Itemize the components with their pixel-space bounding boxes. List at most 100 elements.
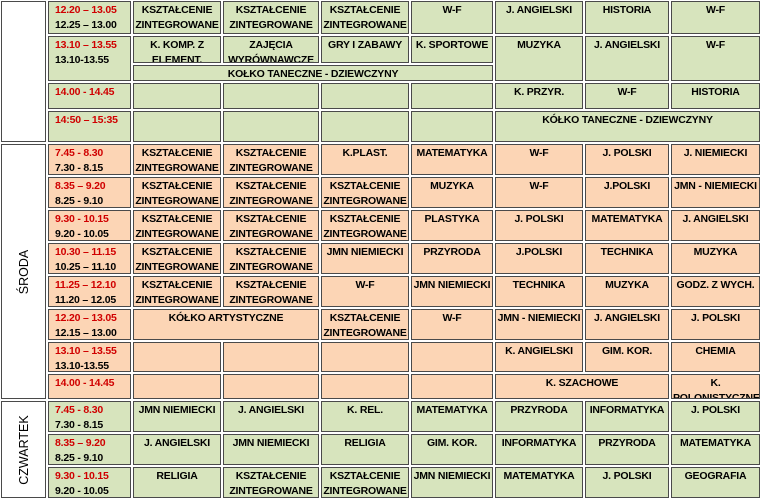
- time-cell: 7.45 - 8.30 7.30 - 8.15: [48, 401, 131, 432]
- empty-cell: [411, 83, 493, 109]
- time-cell: 12.20 – 13.05 12.25 – 13.00: [48, 1, 131, 34]
- lesson-cell: W-F: [495, 177, 583, 208]
- lesson-cell: KSZTAŁCENIE ZINTEGROWANE: [133, 1, 221, 34]
- lesson-cell: KSZTAŁCENIE ZINTEGROWANE: [223, 177, 319, 208]
- lesson-cell: J. ANGIELSKI: [223, 401, 319, 432]
- lesson-cell: JMN NIEMIECKI: [133, 401, 221, 432]
- lesson-cell: GIM. KOR.: [411, 434, 493, 465]
- time-start: 9.30 - 10.15: [55, 470, 109, 482]
- lesson-cell: KÓŁKO ARTYSTYCZNE: [133, 309, 319, 340]
- lesson-cell: J. ANGIELSKI: [585, 309, 669, 340]
- time-cell: 8.35 – 9.20 8.25 - 9.10: [48, 177, 131, 208]
- time-alt: 8.25 - 9.10: [55, 452, 104, 464]
- time-alt: 12.25 – 13.00: [55, 19, 117, 31]
- lesson-cell: GEOGRAFIA: [671, 467, 760, 498]
- time-start: 12.20 – 13.05: [55, 312, 117, 324]
- time-start: 11.25 – 12.10: [55, 279, 117, 291]
- day-cell: [1, 1, 46, 142]
- lesson-cell: ZAJĘCIA WYRÓWNAWCZE: [223, 36, 319, 63]
- time-cell: 13.10 – 13.55 13.10-13.55: [48, 342, 131, 372]
- lesson-cell: TECHNIKA: [585, 243, 669, 274]
- empty-cell: [133, 111, 221, 142]
- lesson-cell: MUZYKA: [585, 276, 669, 307]
- lesson-cell: W-F: [411, 1, 493, 34]
- time-alt: 12.15 – 13.00: [55, 327, 117, 339]
- lesson-cell: HISTORIA: [671, 83, 760, 109]
- lesson-cell: JMN NIEMIECKI: [411, 467, 493, 498]
- lesson-cell: INFORMATYKA: [495, 434, 583, 465]
- lesson-cell: KSZTAŁCENIE ZINTEGROWANE: [321, 1, 409, 34]
- time-alt: 9.20 - 10.05: [55, 485, 109, 497]
- day-label: CZWARTEK: [16, 414, 31, 485]
- empty-cell: [321, 374, 409, 399]
- lesson-cell: W-F: [671, 36, 760, 81]
- lesson-cell: K. KOMP. Z ELEMENT. PROG.: [133, 36, 221, 63]
- lesson-cell: INFORMATYKA: [585, 401, 669, 432]
- lesson-cell: J. ANGIELSKI: [495, 1, 583, 34]
- lesson-cell: K.PLAST.: [321, 144, 409, 175]
- lesson-cell: J. ANGIELSKI: [585, 36, 669, 81]
- lesson-cell: MATEMATYKA: [671, 434, 760, 465]
- lesson-cell: W-F: [671, 1, 760, 34]
- day-cell: ŚRODA: [1, 144, 46, 399]
- time-start: 10.30 – 11.15: [55, 246, 117, 258]
- time-alt: 8.25 - 9.10: [55, 195, 104, 207]
- lesson-cell: J. ANGIELSKI: [671, 210, 760, 241]
- lesson-cell: GIM. KOR.: [585, 342, 669, 372]
- time-cell: 14.00 - 14.45: [48, 83, 131, 109]
- lesson-cell: KSZTAŁCENIE ZINTEGROWANE: [321, 177, 409, 208]
- lesson-cell: RELIGIA: [321, 434, 409, 465]
- time-start: 12.20 – 13.05: [55, 4, 117, 16]
- lesson-cell: J. POLSKI: [585, 467, 669, 498]
- lesson-cell: JMN - NIEMIECKI: [671, 177, 760, 208]
- lesson-cell: K. ANGIELSKI: [495, 342, 583, 372]
- empty-cell: [133, 83, 221, 109]
- time-start: 9.30 - 10.15: [55, 213, 109, 225]
- lesson-cell: KSZTAŁCENIE ZINTEGROWANE: [133, 276, 221, 307]
- lesson-cell: MUZYKA: [495, 36, 583, 81]
- lesson-cell: W-F: [495, 144, 583, 175]
- empty-cell: [321, 342, 409, 372]
- lesson-cell: KSZTAŁCENIE ZINTEGROWANE: [223, 210, 319, 241]
- lesson-cell: MUZYKA: [411, 177, 493, 208]
- time-start: 7.45 - 8.30: [55, 404, 104, 416]
- lesson-cell: GODZ. Z WYCH.: [671, 276, 760, 307]
- lesson-cell: PRZYRODA: [495, 401, 583, 432]
- time-cell: 11.25 – 12.10 11.20 – 12.05: [48, 276, 131, 307]
- lesson-cell: KSZTAŁCENIE ZINTEGROWANE: [223, 467, 319, 498]
- lesson-cell: K. SZACHOWE: [495, 374, 669, 399]
- lesson-cell: PLASTYKA: [411, 210, 493, 241]
- lesson-cell: MUZYKA: [671, 243, 760, 274]
- lesson-cell: J. NIEMIECKI: [671, 144, 760, 175]
- day-cell: CZWARTEK: [1, 401, 46, 498]
- lesson-cell: PRZYRODA: [411, 243, 493, 274]
- time-start: 14:50 – 15:35: [55, 114, 118, 126]
- lesson-cell: J. POLSKI: [585, 144, 669, 175]
- time-start: 14.00 - 14.45: [55, 86, 115, 98]
- lesson-cell: W-F: [321, 276, 409, 307]
- lesson-cell: JMN NIEMIECKI: [321, 243, 409, 274]
- lesson-cell: HISTORIA: [585, 1, 669, 34]
- time-cell: 13.10 – 13.55 13.10-13.55: [48, 36, 131, 81]
- time-alt: 13.10-13.55: [55, 54, 109, 66]
- empty-cell: [411, 342, 493, 372]
- lesson-cell: KSZTAŁCENIE ZINTEGROWANE: [321, 210, 409, 241]
- lesson-cell: KSZTAŁCENIE ZINTEGROWANE: [133, 243, 221, 274]
- time-start: 8.35 – 9.20: [55, 180, 106, 192]
- lesson-cell: KSZTAŁCENIE ZINTEGROWANE: [133, 177, 221, 208]
- time-cell: 8.35 – 9.20 8.25 - 9.10: [48, 434, 131, 465]
- time-alt: 10.25 – 11.10: [55, 261, 117, 273]
- time-cell: 10.30 – 11.15 10.25 – 11.10: [48, 243, 131, 274]
- empty-cell: [223, 342, 319, 372]
- lesson-cell: JMN NIEMIECKI: [411, 276, 493, 307]
- time-start: 7.45 - 8.30: [55, 147, 104, 159]
- time-cell: 12.20 – 13.05 12.15 – 13.00: [48, 309, 131, 340]
- lesson-cell: JMN NIEMIECKI: [223, 434, 319, 465]
- lesson-cell: KSZTAŁCENIE ZINTEGROWANE: [223, 144, 319, 175]
- lesson-cell: J. POLSKI: [671, 401, 760, 432]
- lesson-cell: W-F: [585, 83, 669, 109]
- lesson-cell: J.POLSKI: [495, 243, 583, 274]
- time-start: 8.35 – 9.20: [55, 437, 106, 449]
- lesson-cell: TECHNIKA: [495, 276, 583, 307]
- empty-cell: [411, 111, 493, 142]
